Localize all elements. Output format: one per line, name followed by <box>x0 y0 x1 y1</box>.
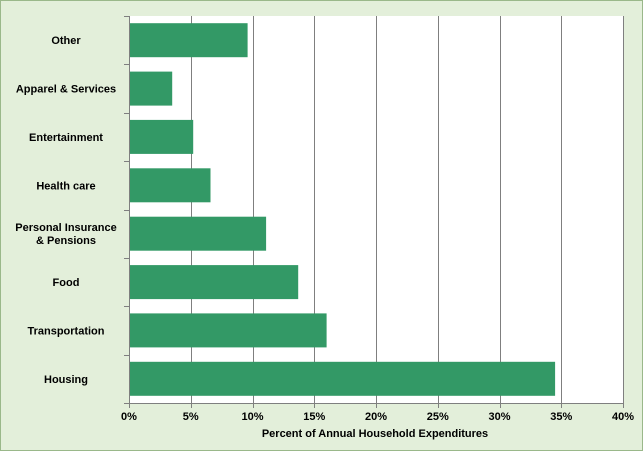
category-label-line: Entertainment <box>29 132 103 144</box>
bar-other <box>129 23 248 58</box>
bars <box>129 23 556 396</box>
x-axis-title: Percent of Annual Household Expenditures <box>262 428 488 440</box>
category-label: Housing <box>44 374 88 386</box>
x-tick-label: 5% <box>183 411 199 423</box>
category-labels: Housing Transportation Food Personal Insura… <box>15 35 117 386</box>
category-label-line: Transportation <box>27 325 104 337</box>
category-label-line: Apparel & Services <box>16 84 116 96</box>
bar-health-care <box>129 168 211 203</box>
category-label-line: Health care <box>36 180 95 192</box>
x-tick-label: 40% <box>612 411 634 423</box>
bar-food <box>129 265 299 300</box>
x-tick-label: 35% <box>550 411 572 423</box>
bar-entertainment <box>129 119 194 154</box>
x-tick-label: 25% <box>427 411 449 423</box>
gridlines <box>191 16 624 403</box>
x-tick-label: 15% <box>303 411 325 423</box>
category-label: Transportation <box>27 325 104 337</box>
x-tick-label: 10% <box>241 411 263 423</box>
category-label-line: Food <box>53 277 80 289</box>
bar-personal-insurance-pensions <box>129 216 267 251</box>
category-label: Entertainment <box>29 132 103 144</box>
category-label-line: Housing <box>44 374 88 386</box>
category-label: Personal Insurance & Pensions <box>15 222 117 247</box>
axes <box>124 16 624 408</box>
category-label: Apparel & Services <box>16 84 116 96</box>
bar-housing <box>129 361 556 396</box>
category-label-line: Other <box>51 35 81 47</box>
x-tick-labels: 0% 5% 10% 15% 20% 25% 30% 35% 40% <box>121 411 634 423</box>
category-label-line: & Pensions <box>36 235 96 247</box>
category-label: Other <box>51 35 81 47</box>
bar-apparel-services <box>129 71 173 106</box>
x-tick-label: 20% <box>365 411 387 423</box>
category-label: Food <box>53 277 80 289</box>
x-tick-label: 30% <box>488 411 510 423</box>
x-tick-label: 0% <box>121 411 137 423</box>
category-label: Health care <box>36 180 95 192</box>
category-label-line: Personal Insurance <box>15 222 117 234</box>
bar-transportation <box>129 313 327 348</box>
